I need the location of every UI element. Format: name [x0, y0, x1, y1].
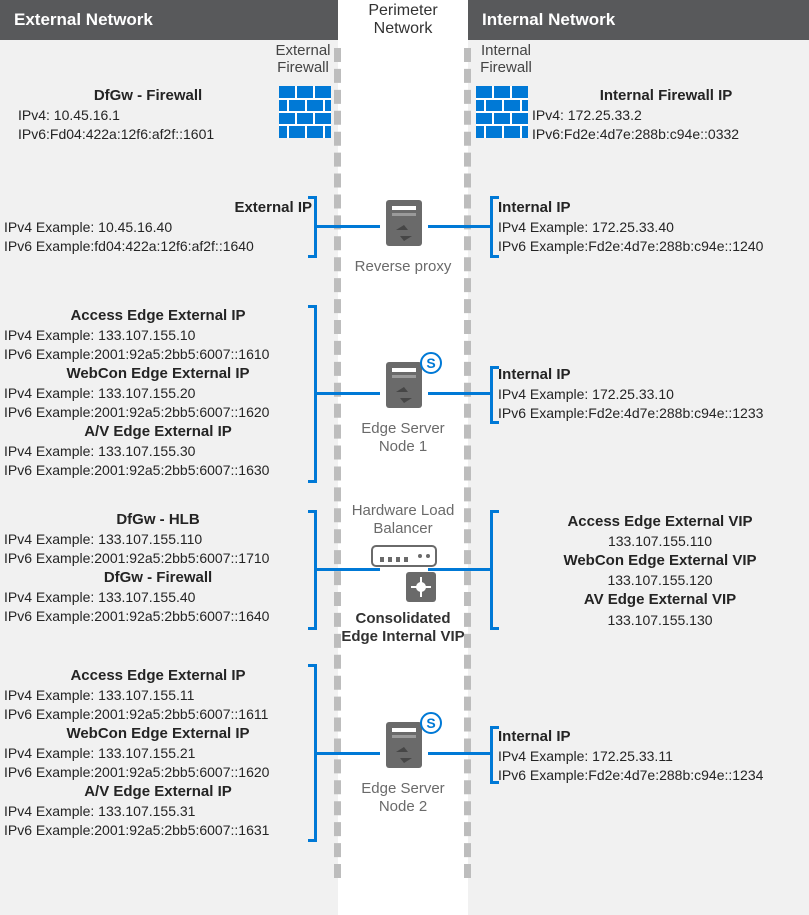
- external-firewall-label: ExternalFirewall: [268, 42, 338, 77]
- brick-firewall-icon: [279, 86, 331, 138]
- perimeter-column: Perimeter Network: [338, 0, 468, 915]
- hlb-ext: DfGw - HLB IPv4 Example: 133.107.155.110…: [4, 510, 312, 626]
- edge2-int: Internal IP IPv4 Example: 172.25.33.11 I…: [498, 727, 802, 785]
- ext-firewall-info: DfGw - Firewall IPv4: 10.45.16.1 IPv6:Fd…: [18, 86, 278, 144]
- hlb-bottom-caption: Consolidated Edge Internal VIP: [338, 610, 468, 646]
- int-firewall-info: Internal Firewall IP IPv4: 172.25.33.2 I…: [532, 86, 800, 144]
- edge1-int: Internal IP IPv4 Example: 172.25.33.10 I…: [498, 365, 802, 423]
- internal-header: Internal Network: [468, 0, 809, 40]
- perimeter-header: Perimeter Network: [338, 0, 468, 40]
- edge2-caption: Edge ServerNode 2: [338, 780, 468, 816]
- internal-firewall-label: InternalFirewall: [471, 42, 541, 77]
- edge2-ext: Access Edge External IP IPv4 Example: 13…: [4, 666, 312, 840]
- reverse-proxy-int: Internal IP IPv4 Example: 172.25.33.40 I…: [498, 198, 802, 256]
- connector-line: [317, 225, 380, 228]
- external-header: External Network: [0, 0, 338, 40]
- hlb-top-caption: Hardware LoadBalancer: [338, 502, 468, 538]
- skype-icon: S: [420, 352, 442, 374]
- reverse-proxy-ext: External IP IPv4 Example: 10.45.16.40 IP…: [4, 198, 312, 256]
- edge1-ext: Access Edge External IP IPv4 Example: 13…: [4, 306, 312, 480]
- edge1-caption: Edge ServerNode 1: [338, 420, 468, 456]
- reverse-proxy-caption: Reverse proxy: [338, 258, 468, 276]
- server-icon: [376, 198, 432, 254]
- hlb-int: Access Edge External VIP 133.107.155.110…: [520, 512, 800, 629]
- skype-icon: S: [420, 712, 442, 734]
- load-balancer-icon: [370, 542, 438, 606]
- brick-firewall-icon: [476, 86, 528, 138]
